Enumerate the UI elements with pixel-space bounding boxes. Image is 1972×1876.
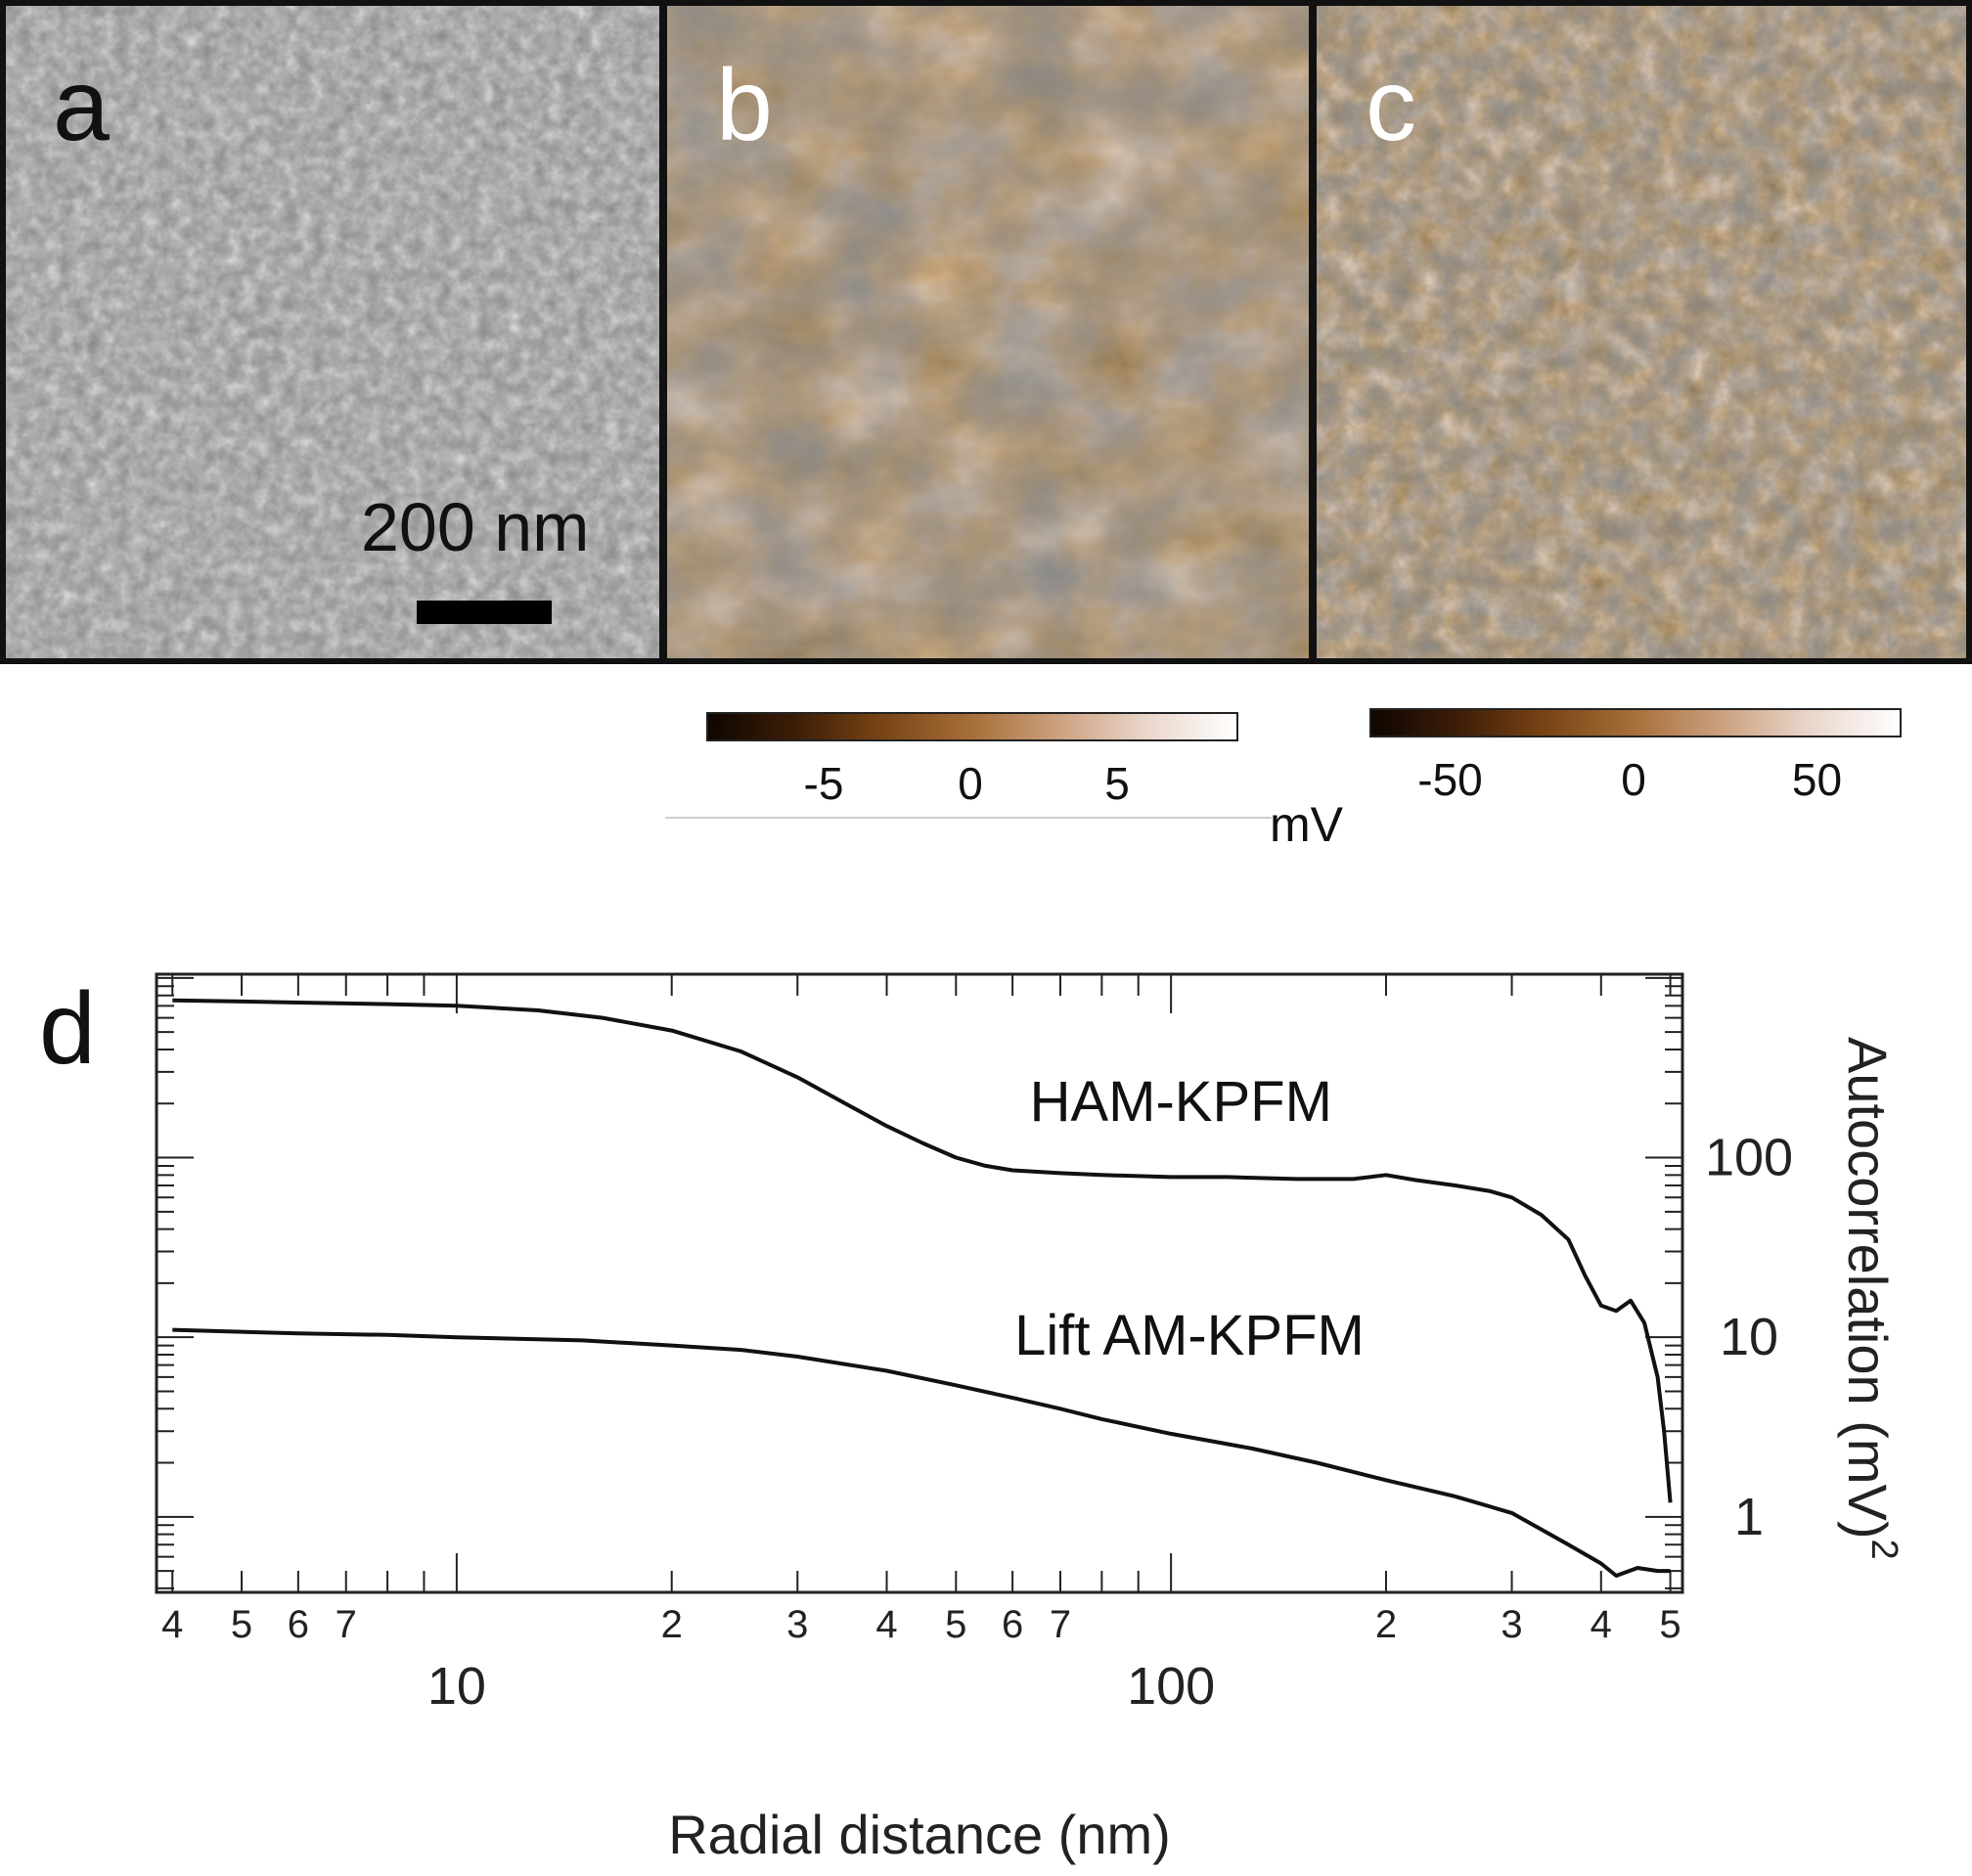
colorbar-b (706, 712, 1238, 741)
x-minor-tick-label-3: 7 (336, 1603, 357, 1646)
x-major-tick-label-1: 100 (1127, 1657, 1215, 1716)
colorbar-divider (665, 817, 1272, 819)
colorbar-c-tick-2: 50 (1791, 754, 1843, 805)
colorbar-b-tick-0: -5 (803, 758, 844, 809)
annotation-1: Lift AM-KPFM (1014, 1304, 1365, 1367)
x-minor-tick-label-2: 6 (288, 1603, 309, 1646)
x-minor-tick-label-6: 4 (875, 1603, 897, 1646)
x-minor-tick-label-8: 6 (1002, 1603, 1023, 1646)
x-minor-tick-label-4: 2 (661, 1603, 683, 1646)
series-line-0 (172, 998, 1673, 1503)
lift-am-kpfm-potential-panel: c (1317, 4, 1968, 659)
annotation-0: HAM-KPFM (1030, 1070, 1332, 1134)
y-axis-label: Autocorrelation (mV)2 (1837, 1037, 1905, 1560)
x-minor-tick-label-0: 4 (161, 1603, 183, 1646)
panel-label-d: d (39, 972, 96, 1086)
x-minor-tick-label-7: 5 (945, 1603, 966, 1646)
colorbar-b-tick-1: 0 (958, 758, 983, 809)
topography-image-panel: a 200 nm (4, 4, 659, 659)
colorbar-c-tick-1: 0 (1621, 754, 1646, 805)
plot-frame (155, 972, 1684, 1594)
x-minor-tick-label-9: 7 (1050, 1603, 1071, 1646)
x-minor-tick-label-1: 5 (231, 1603, 252, 1646)
chart-annotations: HAM-KPFM Lift AM-KPFM (1014, 1070, 1365, 1367)
x-minor-tick-label-12: 4 (1591, 1603, 1612, 1646)
panel-label-b: b (716, 49, 773, 162)
colorbar-c (1369, 708, 1902, 737)
scale-bar (417, 601, 552, 624)
x-major-tick-label-0: 10 (427, 1657, 486, 1716)
y-axis-label-superscript: 2 (1863, 1540, 1905, 1560)
y-tick-label-0: 1 (1734, 1488, 1764, 1546)
x-tick-labels: 4 5 6 7 2 3 4 5 6 7 2 3 4 510 100 (161, 1603, 1681, 1716)
colorbar-c-tick-0: -50 (1417, 754, 1483, 805)
x-minor-tick-label-13: 5 (1659, 1603, 1681, 1646)
scale-bar-label: 200 nm (361, 489, 590, 565)
x-minor-tick-label-10: 2 (1375, 1603, 1397, 1646)
series-line-1 (172, 1327, 1671, 1578)
y-tick-labels: 1 10 100 (1705, 1129, 1793, 1546)
panel-label-c: c (1366, 49, 1416, 162)
x-axis-label: Radial distance (nm) (668, 1804, 1171, 1865)
x-minor-tick-label-5: 3 (786, 1603, 808, 1646)
y-tick-label-2: 100 (1705, 1129, 1793, 1187)
y-tick-label-1: 10 (1720, 1308, 1778, 1366)
ham-kpfm-potential-panel: b (667, 4, 1309, 659)
colorbar-b-tick-2: 5 (1104, 758, 1130, 809)
colorbar-unit: mV (1270, 797, 1343, 852)
chart-series (172, 998, 1673, 1578)
y-axis-label-text: Autocorrelation (mV) (1837, 1037, 1899, 1540)
axis-ticks (157, 974, 1682, 1592)
panel-label-a: a (53, 49, 110, 162)
x-minor-tick-label-11: 3 (1501, 1603, 1522, 1646)
